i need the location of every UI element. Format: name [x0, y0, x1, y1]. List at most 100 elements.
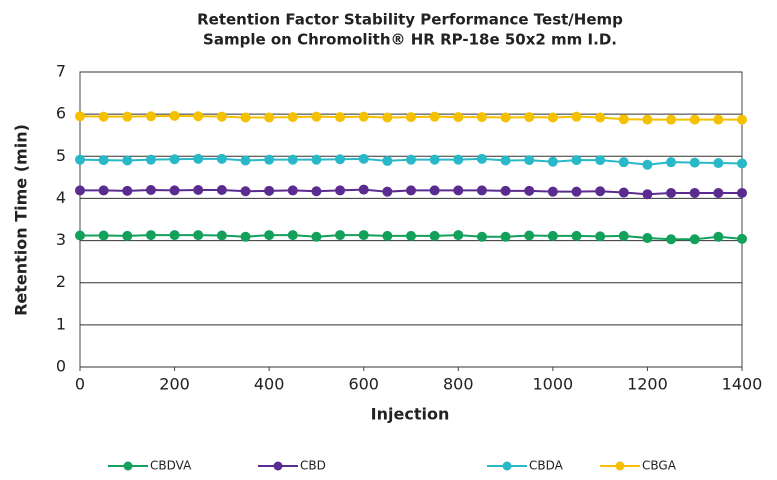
data-point: [429, 230, 440, 241]
data-point: [500, 185, 511, 196]
data-point: [287, 230, 298, 241]
data-point: [547, 186, 558, 197]
data-point: [618, 230, 629, 241]
y-tick-label: 7: [56, 62, 66, 81]
data-point: [358, 111, 369, 122]
data-point: [122, 111, 133, 122]
data-point: [571, 186, 582, 197]
data-point: [264, 154, 275, 165]
x-tick-label: 0: [75, 375, 85, 394]
data-point: [571, 155, 582, 166]
data-point: [524, 230, 535, 241]
data-point: [240, 155, 251, 166]
data-point: [358, 153, 369, 164]
y-tick-label: 0: [56, 357, 66, 376]
data-point: [382, 230, 393, 241]
data-point: [547, 230, 558, 241]
data-point: [713, 187, 724, 198]
data-point: [169, 110, 180, 121]
data-point: [311, 154, 322, 165]
data-point: [287, 112, 298, 123]
data-point: [500, 155, 511, 166]
data-point: [406, 185, 416, 196]
chart-title: Retention Factor Stability Performance T…: [197, 11, 623, 29]
data-point: [689, 157, 700, 168]
data-point: [547, 156, 558, 167]
data-point: [358, 230, 369, 241]
data-point: [193, 230, 204, 241]
legend-marker: [502, 461, 512, 471]
data-point: [75, 230, 85, 241]
x-tick-label: 600: [348, 375, 379, 394]
data-point: [595, 186, 606, 197]
data-point: [216, 153, 227, 164]
data-point: [335, 154, 346, 165]
data-point: [311, 231, 322, 242]
data-point: [476, 153, 487, 164]
data-point: [216, 111, 227, 122]
data-point: [145, 230, 156, 241]
data-point: [689, 114, 700, 125]
y-tick-label: 3: [56, 230, 66, 249]
x-tick-label: 1000: [532, 375, 573, 394]
legend-label: CBDA: [529, 459, 564, 473]
legend-label: CBD: [300, 459, 326, 473]
y-tick-label: 5: [56, 146, 66, 165]
data-point: [642, 189, 653, 200]
data-point: [335, 230, 346, 241]
data-point: [240, 186, 251, 197]
data-point: [358, 184, 369, 195]
y-tick-label: 6: [56, 104, 66, 123]
data-point: [240, 112, 251, 123]
data-point: [145, 111, 156, 122]
data-point: [666, 114, 677, 125]
data-point: [713, 231, 724, 242]
data-point: [98, 155, 109, 166]
data-point: [98, 230, 109, 241]
data-point: [500, 112, 511, 123]
legend-marker: [273, 461, 283, 471]
data-point: [642, 233, 653, 244]
data-point: [335, 112, 346, 123]
x-tick-label: 1400: [722, 375, 763, 394]
data-point: [524, 155, 535, 166]
x-axis-title: Injection: [371, 405, 450, 424]
legend-marker: [615, 461, 625, 471]
data-point: [618, 157, 629, 168]
data-point: [382, 186, 393, 197]
data-point: [122, 155, 133, 166]
data-point: [618, 114, 629, 125]
data-point: [382, 155, 393, 166]
data-point: [264, 185, 275, 196]
data-point: [264, 112, 275, 123]
data-point: [737, 158, 747, 169]
data-point: [429, 111, 440, 122]
data-point: [453, 112, 464, 123]
data-point: [476, 231, 487, 242]
data-point: [216, 230, 227, 241]
data-point: [595, 155, 606, 166]
legend-label: CBDVA: [150, 459, 192, 473]
data-point: [689, 187, 700, 198]
y-tick-label: 2: [56, 272, 66, 291]
data-point: [571, 111, 582, 122]
data-point: [476, 112, 487, 123]
data-point: [618, 187, 629, 198]
data-point: [335, 185, 346, 196]
data-point: [666, 187, 677, 198]
data-point: [311, 186, 322, 197]
data-point: [595, 231, 606, 242]
data-point: [406, 230, 416, 241]
data-point: [98, 111, 109, 122]
data-point: [75, 111, 85, 122]
data-point: [193, 153, 204, 164]
data-point: [122, 185, 133, 196]
data-point: [169, 230, 180, 241]
data-point: [169, 154, 180, 165]
data-point: [75, 154, 85, 165]
data-point: [476, 185, 487, 196]
data-point: [547, 112, 558, 123]
data-point: [689, 234, 700, 245]
legend-marker: [123, 461, 133, 471]
